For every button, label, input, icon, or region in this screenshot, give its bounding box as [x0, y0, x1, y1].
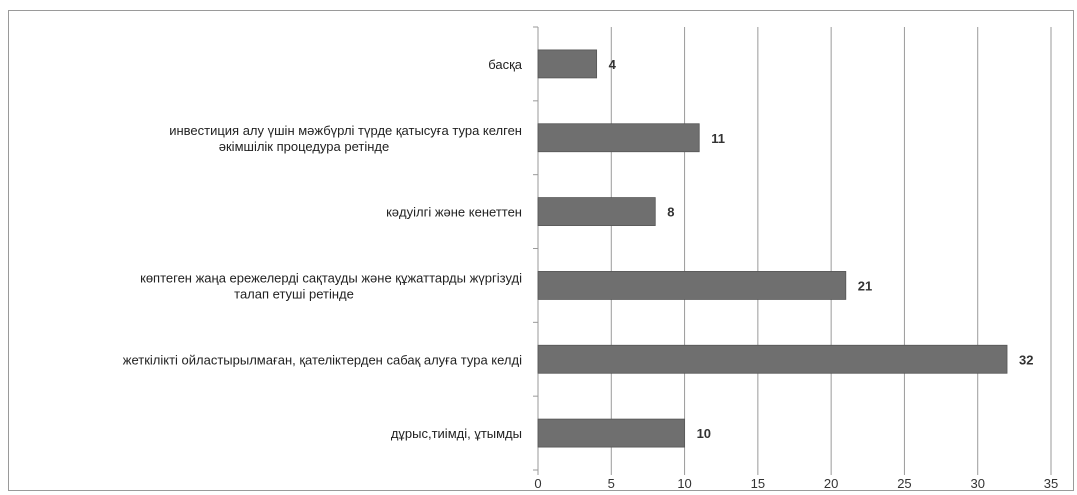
- x-tick-label: 30: [970, 476, 984, 490]
- x-tick-label: 35: [1044, 476, 1058, 490]
- bar: [537, 271, 847, 300]
- x-tick-label: 10: [677, 476, 691, 490]
- data-label: 32: [1019, 352, 1033, 367]
- category-label: кәдуілгі және кенеттен: [386, 205, 522, 220]
- x-tick-label: 25: [897, 476, 911, 490]
- data-label: 4: [609, 57, 617, 72]
- category-label: талап етуші ретінде: [234, 286, 354, 301]
- category-label: басқа: [488, 57, 523, 72]
- x-tick-label: 15: [751, 476, 765, 490]
- category-label: жеткілікті ойластырылмаған, қателіктерде…: [123, 352, 522, 367]
- x-tick-label: 20: [824, 476, 838, 490]
- bar-chart: 0 5 10 15 20 25 30 35 4 басқа 11 инвестиция алу үші…: [123, 26, 1058, 491]
- data-label: 11: [711, 131, 725, 146]
- bar: [537, 344, 1008, 374]
- category-label: инвестиция алу үшін мәжбүрлі түрде қатыс…: [169, 123, 522, 138]
- data-label: 10: [697, 426, 711, 441]
- category-label: әкімшілік процедура ретінде: [219, 139, 389, 154]
- data-label: 8: [667, 205, 674, 220]
- chart-frame: 0 5 10 15 20 25 30 35 4 басқа 11 инвестиция алу үші…: [8, 10, 1074, 491]
- category-label: дұрыс,тиімді, ұтымды: [391, 426, 522, 441]
- bar: [537, 49, 598, 79]
- category-label: көптеген жаңа ережелерді сақтауды және қ…: [140, 270, 522, 285]
- bar: [537, 123, 700, 153]
- x-tick-label: 0: [534, 476, 541, 490]
- data-label: 21: [858, 278, 872, 293]
- bar: [537, 418, 685, 448]
- bar: [537, 197, 656, 226]
- x-tick-label: 5: [608, 476, 615, 490]
